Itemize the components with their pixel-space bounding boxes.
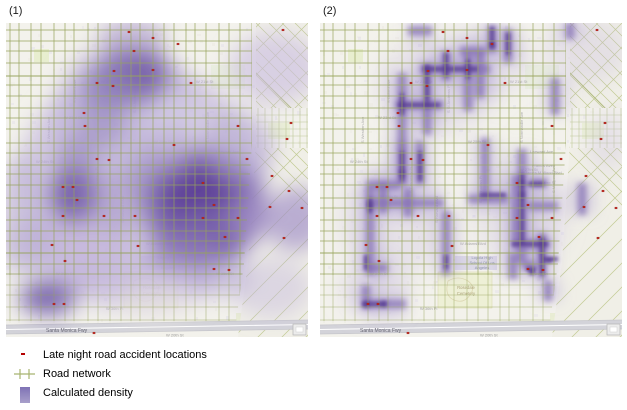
svg-text:Rosedale: Rosedale [457, 285, 475, 290]
svg-text:Leeward Ave: Leeward Ave [530, 149, 554, 154]
svg-text:W 36th Pl: W 36th Pl [420, 306, 437, 311]
svg-text:W 24th St: W 24th St [350, 159, 368, 164]
svg-text:W 23rd St: W 23rd St [378, 115, 397, 120]
svg-text:Santa Monica Fwy: Santa Monica Fwy [360, 328, 402, 334]
svg-text:S Western Ave: S Western Ave [360, 116, 365, 143]
svg-text:Angeles: Angeles [475, 265, 489, 270]
svg-text:Loyola High: Loyola High [471, 255, 492, 260]
svg-text:W Adams Blvd: W Adams Blvd [460, 241, 486, 246]
svg-text:W 20th St: W 20th St [166, 333, 184, 338]
svg-text:W 20th St: W 20th St [480, 333, 498, 338]
svg-text:School Of Los: School Of Los [469, 260, 494, 265]
svg-text:S Normandie Ave: S Normandie Ave [519, 111, 524, 143]
svg-text:Cemetery: Cemetery [457, 291, 476, 296]
svg-text:Santa Monica Fwy: Santa Monica Fwy [46, 328, 88, 334]
